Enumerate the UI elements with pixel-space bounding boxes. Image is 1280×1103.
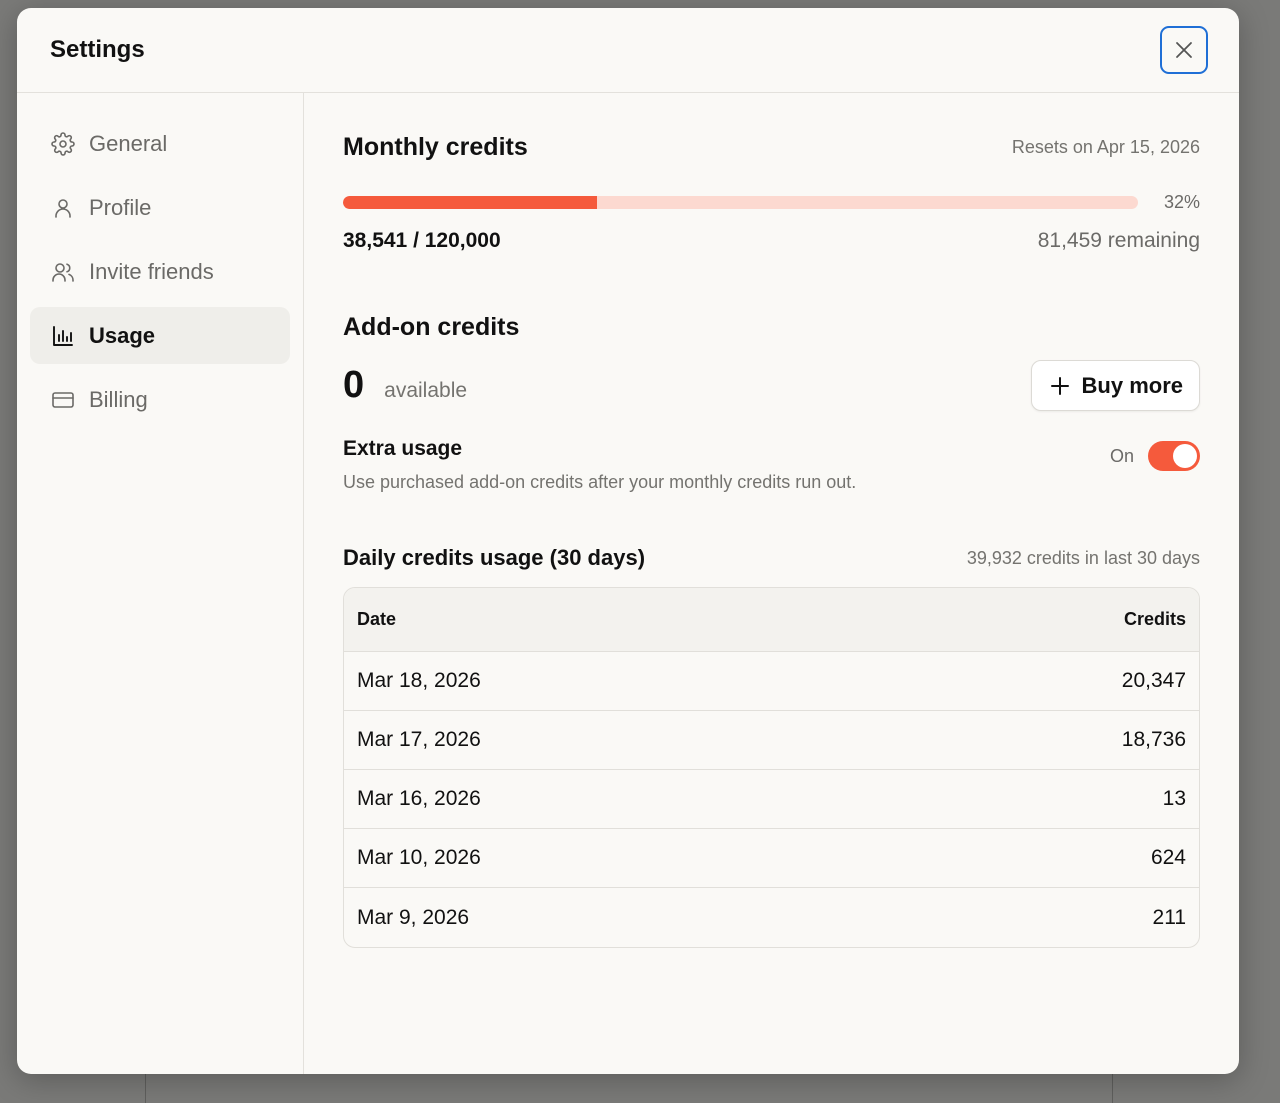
monthly-progress: 32% bbox=[343, 192, 1200, 213]
credit-card-icon bbox=[52, 391, 74, 408]
row-credits: 13 bbox=[1162, 787, 1186, 810]
addon-credits-title: Add-on credits bbox=[343, 313, 520, 341]
usage-panel: Monthly credits Resets on Apr 15, 2026 3… bbox=[304, 93, 1239, 1074]
row-credits: 18,736 bbox=[1121, 728, 1186, 751]
row-date: Mar 16, 2026 bbox=[357, 787, 481, 810]
row-credits: 624 bbox=[1150, 846, 1186, 869]
row-credits: 211 bbox=[1152, 905, 1186, 929]
sidebar-item-general[interactable]: General bbox=[30, 115, 290, 172]
daily-usage-header: Daily credits usage (30 days) 39,932 cre… bbox=[343, 545, 1200, 571]
column-header-credits: Credits bbox=[1123, 609, 1186, 629]
sidebar-item-billing[interactable]: Billing bbox=[30, 371, 290, 428]
credit-numbers: 38,541 / 120,000 81,459 remaining bbox=[343, 229, 1200, 253]
extra-usage-description: Use purchased add-on credits after your … bbox=[343, 472, 857, 492]
sidebar-item-label: Invite friends bbox=[89, 258, 214, 284]
sidebar-item-usage[interactable]: Usage bbox=[30, 307, 290, 364]
extra-usage-title: Extra usage bbox=[343, 437, 463, 460]
extra-usage-row: Extra usage Use purchased add-on credits… bbox=[343, 437, 1200, 493]
table-row: Mar 18, 2026 20,347 bbox=[344, 652, 1199, 711]
extra-usage-toggle[interactable] bbox=[1148, 441, 1200, 471]
sidebar-item-label: Billing bbox=[89, 386, 148, 412]
dialog-header: Settings bbox=[17, 8, 1239, 93]
table-row: Mar 10, 2026 624 bbox=[344, 829, 1199, 888]
table-row: Mar 9, 2026 211 bbox=[344, 888, 1199, 947]
addon-count-label: available bbox=[384, 379, 468, 402]
table-row: Mar 17, 2026 18,736 bbox=[344, 711, 1199, 770]
progress-track bbox=[343, 196, 1138, 209]
extra-usage-toggle-wrap: On bbox=[1110, 441, 1200, 471]
toggle-knob bbox=[1173, 444, 1197, 468]
row-date: Mar 17, 2026 bbox=[357, 728, 481, 751]
credits-used: 38,541 / 120,000 bbox=[343, 229, 501, 252]
settings-dialog: Settings General Profile bbox=[17, 8, 1239, 1074]
dialog-title: Settings bbox=[50, 36, 145, 63]
sidebar-item-profile[interactable]: Profile bbox=[30, 179, 290, 236]
gear-icon bbox=[51, 131, 75, 156]
monthly-credits-header: Monthly credits Resets on Apr 15, 2026 bbox=[343, 133, 1200, 162]
credits-remaining: 81,459 remaining bbox=[1037, 229, 1200, 252]
backdrop-edge bbox=[145, 1074, 1113, 1103]
sidebar-item-label: Profile bbox=[89, 194, 152, 220]
toggle-state-label: On bbox=[1109, 445, 1134, 466]
daily-usage-summary: 39,932 credits in last 30 days bbox=[966, 547, 1200, 568]
row-credits: 20,347 bbox=[1121, 669, 1186, 692]
sidebar-item-label: Usage bbox=[89, 322, 156, 348]
addon-count-value: 0 bbox=[343, 364, 365, 406]
bar-chart-icon bbox=[53, 325, 73, 346]
progress-fill bbox=[343, 196, 598, 209]
plus-icon bbox=[1050, 376, 1069, 395]
row-date: Mar 18, 2026 bbox=[357, 669, 481, 692]
user-icon bbox=[55, 198, 71, 218]
reset-date: Resets on Apr 15, 2026 bbox=[1011, 137, 1200, 157]
progress-percent: 32% bbox=[1163, 192, 1200, 212]
table-row: Mar 16, 2026 13 bbox=[344, 770, 1199, 829]
buy-more-label: Buy more bbox=[1081, 372, 1183, 398]
daily-usage-table: Date Credits Mar 18, 2026 20,347 Mar 17,… bbox=[343, 587, 1200, 948]
sidebar-item-invite-friends[interactable]: Invite friends bbox=[30, 243, 290, 300]
row-date: Mar 10, 2026 bbox=[357, 846, 481, 869]
buy-more-button[interactable]: Buy more bbox=[1030, 360, 1200, 411]
sidebar-item-label: General bbox=[89, 130, 168, 156]
monthly-credits-title: Monthly credits bbox=[343, 133, 528, 161]
column-header-date: Date bbox=[357, 609, 397, 629]
close-icon bbox=[1176, 42, 1192, 58]
daily-usage-title: Daily credits usage (30 days) bbox=[343, 545, 646, 570]
settings-sidebar: General Profile Invite friends bbox=[17, 93, 304, 1074]
close-button[interactable] bbox=[1160, 26, 1208, 74]
table-header: Date Credits bbox=[344, 588, 1199, 652]
addon-count: 0 available bbox=[343, 364, 467, 407]
users-icon bbox=[52, 262, 74, 282]
addon-credits-row: 0 available Buy more bbox=[343, 360, 1200, 411]
row-date: Mar 9, 2026 bbox=[357, 905, 470, 929]
